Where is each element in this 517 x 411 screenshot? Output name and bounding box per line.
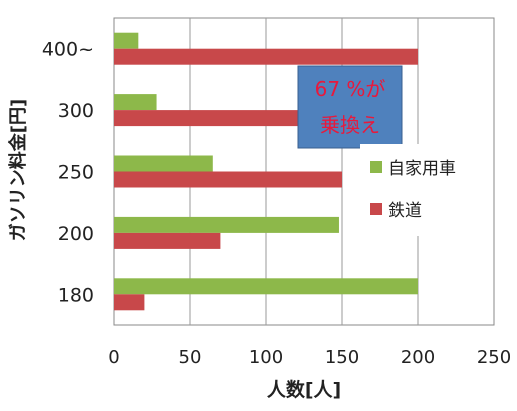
bar-car-4 — [114, 278, 418, 295]
legend-label-car: 自家用車 — [388, 159, 456, 179]
x-tick-labels: 0 50 100 150 200 250 — [108, 347, 511, 368]
annotation-box: 67 %が 乗換え — [297, 65, 403, 149]
legend: 自家用車 鉄道 — [360, 144, 478, 236]
y-axis-label: ガソリン料金[円] — [7, 99, 29, 241]
x-tick-150: 150 — [325, 347, 359, 368]
bars — [114, 32, 418, 311]
legend-label-rail: 鉄道 — [388, 201, 422, 221]
x-tick-0: 0 — [108, 347, 119, 368]
category-label-2: 250 — [58, 162, 94, 184]
annotation-line-2: 乗換え — [320, 113, 380, 137]
x-axis-label: 人数[人] — [267, 378, 341, 401]
bar-rail-4 — [114, 294, 145, 311]
x-tick-100: 100 — [249, 347, 283, 368]
bar-car-0 — [114, 32, 139, 49]
annotation-line-1: 67 %が — [315, 77, 386, 101]
legend-swatch-rail — [370, 203, 382, 215]
annotation-rect — [297, 65, 403, 149]
category-label-4: 180 — [58, 284, 94, 306]
bar-rail-0 — [114, 48, 418, 65]
bar-car-1 — [114, 94, 157, 111]
category-label-0: 400~ — [42, 39, 94, 61]
x-tick-250: 250 — [477, 347, 511, 368]
legend-swatch-car — [370, 161, 382, 173]
bar-car-2 — [114, 155, 213, 172]
x-tick-50: 50 — [179, 347, 202, 368]
category-labels: 400~ 300 250 200 180 — [42, 39, 94, 307]
x-tick-200: 200 — [401, 347, 435, 368]
bar-rail-1 — [114, 110, 304, 127]
bar-rail-2 — [114, 171, 342, 188]
category-label-3: 200 — [58, 223, 94, 245]
category-label-1: 300 — [58, 100, 94, 122]
bar-car-3 — [114, 216, 339, 233]
legend-box — [360, 144, 478, 236]
bar-rail-3 — [114, 232, 221, 249]
